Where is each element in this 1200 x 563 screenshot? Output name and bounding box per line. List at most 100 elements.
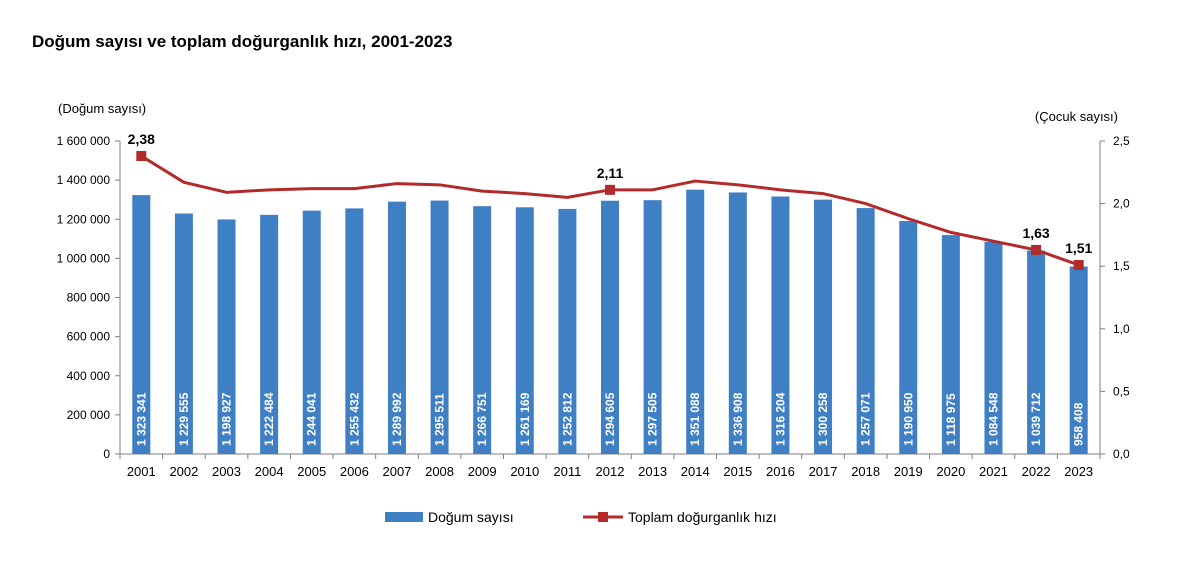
bar-data-label: 1 266 751 bbox=[475, 392, 489, 446]
x-tick-label: 2015 bbox=[723, 464, 752, 479]
legend-bar-swatch bbox=[385, 512, 423, 522]
bar-data-label: 1 190 950 bbox=[901, 392, 915, 446]
x-tick-label: 2013 bbox=[638, 464, 667, 479]
bar-data-label: 1 336 908 bbox=[731, 392, 745, 446]
line-marker bbox=[1073, 259, 1084, 270]
x-tick-label: 2001 bbox=[127, 464, 156, 479]
y-left-tick-label: 800 000 bbox=[67, 291, 111, 305]
bar bbox=[984, 241, 1003, 454]
y-left-axis-title: (Doğum sayısı) bbox=[58, 101, 146, 116]
x-tick-label: 2005 bbox=[297, 464, 326, 479]
x-tick-label: 2022 bbox=[1022, 464, 1051, 479]
bar bbox=[1069, 266, 1088, 454]
legend-line-label: Toplam doğurganlık hızı bbox=[628, 509, 777, 525]
y-left-tick-label: 200 000 bbox=[67, 408, 111, 422]
bar bbox=[260, 214, 279, 454]
line-data-label: 1,63 bbox=[1022, 225, 1049, 241]
x-tick-label: 2008 bbox=[425, 464, 454, 479]
x-tick-label: 2003 bbox=[212, 464, 241, 479]
legend-line-marker bbox=[598, 512, 608, 522]
y-left-tick-label: 400 000 bbox=[67, 369, 111, 383]
bar-data-label: 1 289 992 bbox=[390, 392, 404, 446]
bar bbox=[217, 219, 236, 454]
y-right-tick-label: 0,5 bbox=[1113, 384, 1130, 398]
bar bbox=[899, 221, 918, 454]
bar bbox=[856, 208, 875, 454]
bar bbox=[558, 208, 577, 454]
bar-data-label: 1 084 548 bbox=[986, 392, 1000, 446]
y-right-tick-label: 0,0 bbox=[1113, 447, 1130, 461]
line-data-label: 1,51 bbox=[1065, 240, 1092, 256]
y-left-tick-label: 1 400 000 bbox=[57, 173, 111, 187]
x-tick-label: 2002 bbox=[169, 464, 198, 479]
bar-series: 1 323 341 1 229 555 1 198 927 1 222 484 1 24… bbox=[132, 189, 1088, 455]
y-right-tick-label: 2,5 bbox=[1113, 134, 1130, 148]
bar-data-label: 958 408 bbox=[1072, 402, 1086, 446]
bar-data-label: 1 261 169 bbox=[518, 392, 532, 446]
bar-data-label: 1 316 204 bbox=[773, 392, 787, 446]
x-tick-label: 2017 bbox=[809, 464, 838, 479]
y-right-axis-title: (Çocuk sayısı) bbox=[1035, 109, 1118, 124]
x-tick-label: 2009 bbox=[468, 464, 497, 479]
y-right-tick-label: 1,5 bbox=[1113, 259, 1130, 273]
bar-data-label: 1 244 041 bbox=[305, 392, 319, 446]
y-left-tick-label: 1 000 000 bbox=[57, 251, 111, 265]
x-tick-label: 2016 bbox=[766, 464, 795, 479]
y-left-tick-label: 1 200 000 bbox=[57, 212, 111, 226]
x-tick-label: 2007 bbox=[382, 464, 411, 479]
bar bbox=[771, 196, 790, 455]
bar-data-label: 1 323 341 bbox=[134, 392, 148, 446]
x-tick-label: 2011 bbox=[553, 464, 581, 479]
bar-data-label: 1 252 812 bbox=[560, 392, 574, 446]
line-marker bbox=[605, 184, 615, 195]
bar-data-label: 1 039 712 bbox=[1029, 392, 1043, 446]
bar bbox=[941, 235, 960, 454]
chart-axes: 0 200 000 400 000 600 000 800 000 1 000 000 1 … bbox=[57, 101, 1130, 479]
bar bbox=[387, 201, 406, 454]
y-right-tick-label: 1,0 bbox=[1113, 322, 1130, 336]
x-tick-label: 2006 bbox=[340, 464, 369, 479]
legend: Doğum sayısı Toplam doğurganlık hızı bbox=[385, 509, 777, 525]
bar bbox=[515, 207, 534, 454]
bar bbox=[345, 208, 364, 454]
bar bbox=[174, 213, 193, 454]
bar bbox=[643, 200, 662, 454]
y-left-tick-label: 600 000 bbox=[67, 330, 111, 344]
bar-data-label: 1 300 258 bbox=[816, 392, 830, 446]
bar bbox=[132, 195, 151, 455]
bar bbox=[473, 206, 492, 454]
y-left-tick-label: 1 600 000 bbox=[57, 134, 111, 148]
bar bbox=[728, 192, 747, 454]
bar bbox=[1027, 250, 1046, 454]
x-tick-label: 2012 bbox=[596, 464, 625, 479]
chart-title: Doğum sayısı ve toplam doğurganlık hızı,… bbox=[32, 32, 453, 51]
x-tick-label: 2023 bbox=[1064, 464, 1093, 479]
y-right-tick-label: 2,0 bbox=[1113, 197, 1130, 211]
line-data-label: 2,38 bbox=[128, 131, 155, 147]
bar-data-label: 1 198 927 bbox=[220, 392, 234, 446]
bar bbox=[302, 210, 321, 454]
x-tick-label: 2004 bbox=[255, 464, 284, 479]
bar-data-label: 1 297 505 bbox=[646, 392, 660, 446]
line-series: 2,38 2,11 1,63 1,51 bbox=[128, 131, 1093, 270]
bar bbox=[601, 200, 619, 454]
x-tick-label: 2018 bbox=[851, 464, 880, 479]
line-marker bbox=[136, 151, 147, 162]
bar-data-label: 1 222 484 bbox=[262, 392, 276, 446]
x-tick-label: 2020 bbox=[936, 464, 965, 479]
line-marker bbox=[1031, 244, 1042, 255]
bar-data-label: 1 295 511 bbox=[433, 393, 447, 446]
bar-data-label: 1 255 432 bbox=[347, 392, 361, 446]
x-tick-label: 2021 bbox=[979, 464, 1008, 479]
bar-data-label: 1 229 555 bbox=[177, 392, 191, 446]
x-tick-label: 2010 bbox=[510, 464, 539, 479]
bar-data-label: 1 118 975 bbox=[944, 393, 958, 446]
bar-data-label: 1 351 088 bbox=[688, 392, 702, 446]
bar-data-label: 1 294 605 bbox=[603, 392, 617, 446]
bar bbox=[814, 199, 833, 454]
bar-data-label: 1 257 071 bbox=[859, 392, 873, 446]
y-left-tick-label: 0 bbox=[103, 447, 110, 461]
legend-bar-label: Doğum sayısı bbox=[428, 509, 514, 525]
